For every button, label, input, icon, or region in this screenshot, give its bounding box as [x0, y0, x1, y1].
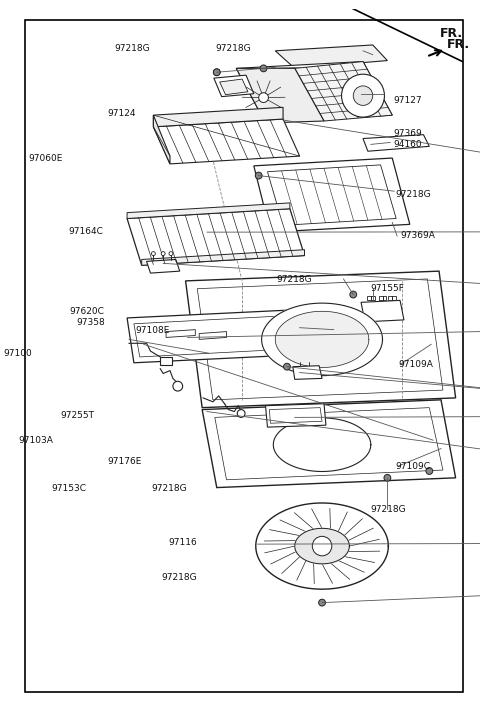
Text: FR.: FR.	[447, 38, 470, 52]
Polygon shape	[154, 119, 300, 164]
Text: 97116: 97116	[168, 538, 197, 547]
Polygon shape	[236, 62, 392, 123]
Text: 97218G: 97218G	[152, 484, 187, 493]
Text: 97218G: 97218G	[370, 505, 406, 514]
Polygon shape	[134, 316, 288, 357]
Polygon shape	[142, 250, 304, 265]
Text: 97358: 97358	[76, 318, 105, 327]
Polygon shape	[254, 158, 410, 232]
Circle shape	[350, 291, 357, 298]
Polygon shape	[283, 313, 311, 340]
Circle shape	[237, 410, 245, 418]
Text: 97620C: 97620C	[70, 307, 105, 316]
Text: 97369: 97369	[394, 129, 422, 138]
Circle shape	[342, 74, 384, 117]
Circle shape	[259, 93, 268, 103]
Polygon shape	[269, 408, 322, 423]
Polygon shape	[186, 271, 456, 408]
Polygon shape	[214, 75, 254, 96]
Text: 97218G: 97218G	[396, 189, 432, 199]
Polygon shape	[295, 528, 349, 564]
Polygon shape	[199, 332, 227, 340]
Text: 97127: 97127	[394, 96, 422, 105]
Circle shape	[353, 86, 373, 106]
Circle shape	[255, 172, 262, 179]
Text: 97369A: 97369A	[400, 231, 435, 240]
Polygon shape	[220, 79, 248, 95]
Polygon shape	[160, 357, 172, 364]
Text: 97218G: 97218G	[216, 45, 251, 53]
Polygon shape	[267, 165, 396, 225]
Text: 94160: 94160	[394, 140, 422, 149]
Circle shape	[284, 363, 290, 370]
Text: 97164C: 97164C	[69, 227, 103, 236]
Polygon shape	[236, 68, 324, 123]
Text: 97100: 97100	[3, 349, 32, 357]
Polygon shape	[202, 400, 456, 488]
Text: 97109A: 97109A	[398, 359, 433, 369]
Circle shape	[213, 69, 220, 76]
Text: FR.: FR.	[440, 26, 463, 40]
Circle shape	[169, 252, 173, 255]
Polygon shape	[367, 296, 375, 301]
Polygon shape	[293, 366, 322, 379]
Text: 97155F: 97155F	[370, 284, 404, 294]
Polygon shape	[273, 418, 371, 471]
Circle shape	[319, 599, 325, 606]
Polygon shape	[295, 62, 392, 121]
Circle shape	[312, 536, 332, 556]
Text: 97255T: 97255T	[60, 411, 94, 420]
Text: 97124: 97124	[108, 109, 136, 118]
Polygon shape	[127, 310, 295, 363]
Polygon shape	[256, 503, 388, 589]
Text: 97218G: 97218G	[114, 45, 150, 53]
Text: 97176E: 97176E	[108, 457, 142, 466]
Polygon shape	[154, 115, 170, 164]
Text: 97108E: 97108E	[136, 327, 170, 335]
Polygon shape	[154, 107, 283, 127]
Polygon shape	[388, 296, 396, 301]
Polygon shape	[276, 311, 369, 367]
Text: 97103A: 97103A	[18, 436, 53, 445]
Circle shape	[260, 65, 267, 72]
Polygon shape	[287, 317, 306, 337]
Circle shape	[384, 474, 391, 481]
Circle shape	[213, 69, 220, 76]
Polygon shape	[363, 135, 429, 151]
Text: 97153C: 97153C	[51, 484, 86, 493]
Polygon shape	[215, 408, 443, 480]
Circle shape	[161, 252, 165, 255]
Text: 97218G: 97218G	[276, 275, 312, 284]
Polygon shape	[166, 330, 195, 337]
Polygon shape	[127, 208, 304, 265]
Polygon shape	[265, 403, 326, 427]
Polygon shape	[275, 45, 387, 68]
Text: 97060E: 97060E	[28, 154, 62, 162]
Circle shape	[426, 468, 432, 474]
Polygon shape	[127, 203, 290, 218]
Circle shape	[173, 381, 183, 391]
Polygon shape	[146, 259, 180, 273]
Polygon shape	[361, 301, 404, 322]
Polygon shape	[197, 279, 443, 400]
Polygon shape	[379, 296, 386, 301]
Polygon shape	[262, 303, 383, 376]
Text: 97218G: 97218G	[161, 573, 197, 581]
Circle shape	[152, 252, 156, 255]
Text: 97109C: 97109C	[396, 462, 431, 471]
